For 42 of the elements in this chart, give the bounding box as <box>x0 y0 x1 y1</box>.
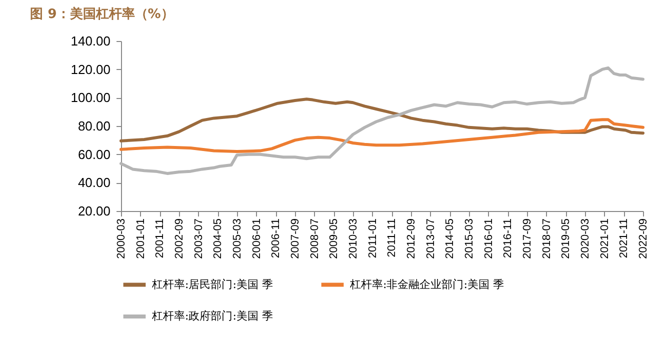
x-tick-label: 2016-01 <box>482 218 495 259</box>
legend-label: 杠杆率:非金融企业部门:美国 季 <box>349 278 504 291</box>
y-tick-label: 140.00 <box>70 34 110 48</box>
line-series <box>120 66 644 175</box>
x-tick-label: 2020-03 <box>579 218 592 259</box>
x-tick-label: 2011-11 <box>386 218 398 258</box>
x-tick-label: 2011-01 <box>366 218 379 258</box>
x-tick-label: 2002-09 <box>174 218 186 259</box>
y-tick-label: 40.00 <box>78 175 110 190</box>
x-tick-label: 2001-01 <box>134 218 147 259</box>
line-series <box>120 98 644 142</box>
y-tick-label: 20.00 <box>78 204 110 218</box>
y-tick-label: 80.00 <box>78 118 110 134</box>
x-tick-label: 2008-07 <box>308 218 321 259</box>
x-tick-label: 2018-07 <box>540 218 553 259</box>
y-tick-label: 60.00 <box>78 146 110 162</box>
x-tick-label: 2004-05 <box>212 218 224 259</box>
x-tick-label: 2021-01 <box>598 218 611 259</box>
x-tick-label: 2012-09 <box>406 218 418 259</box>
x-tick-label: 2006-11 <box>270 218 282 258</box>
x-tick-label: 2016-11 <box>502 218 514 258</box>
x-tick-label: 2014-05 <box>444 218 456 259</box>
x-tick-label: 2001-11 <box>154 218 166 258</box>
x-tick-label: 2021-11 <box>618 218 630 258</box>
legend-label: 杠杆率:居民部门:美国 季 <box>151 278 273 291</box>
line-series <box>120 118 644 153</box>
x-tick-label: 2005-03 <box>231 218 244 259</box>
x-tick-label: 2010-03 <box>347 218 360 259</box>
y-tick-label: 100.00 <box>70 90 110 106</box>
x-tick-label: 2000-03 <box>116 218 128 259</box>
x-tick-label: 2019-05 <box>560 218 572 259</box>
x-tick-label: 2003-07 <box>192 218 205 259</box>
chart-title: 图 9：美国杠杆率（%） <box>30 6 174 22</box>
legend-label: 杠杆率:政府部门:美国 季 <box>151 310 273 322</box>
x-tick-label: 2009-05 <box>328 218 340 259</box>
x-tick-label: 2006-01 <box>250 218 263 259</box>
x-tick-label: 2015-03 <box>463 218 476 259</box>
x-tick-label: 2007-09 <box>290 218 302 259</box>
y-tick-label: 120.00 <box>70 62 110 77</box>
x-tick-label: 2022-09 <box>638 218 650 259</box>
x-tick-label: 2013-07 <box>424 218 437 259</box>
x-tick-label: 2017-09 <box>522 218 534 259</box>
